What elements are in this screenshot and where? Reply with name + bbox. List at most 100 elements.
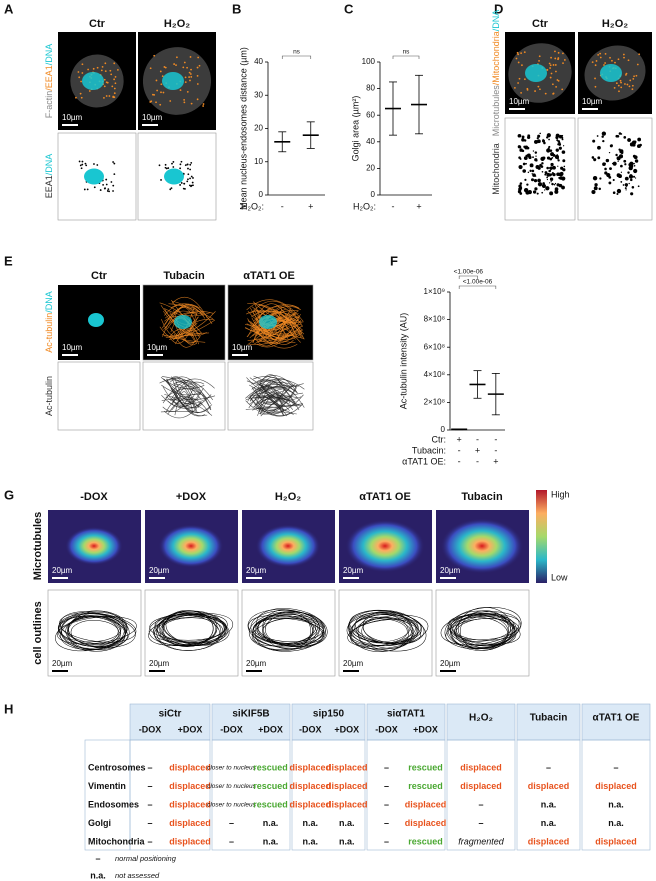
dot bbox=[594, 64, 597, 67]
significance-bracket bbox=[458, 275, 478, 279]
dot bbox=[179, 163, 182, 166]
dot bbox=[103, 85, 106, 88]
dot bbox=[180, 160, 183, 163]
mito bbox=[558, 176, 561, 179]
dot bbox=[155, 79, 158, 82]
fiber bbox=[252, 305, 300, 343]
fiber bbox=[168, 303, 214, 320]
dot bbox=[631, 88, 634, 91]
mito bbox=[531, 178, 534, 182]
row-label: Golgi bbox=[88, 818, 111, 828]
table-cell: closer to nucleus bbox=[207, 783, 257, 790]
dot bbox=[150, 100, 153, 103]
row-label-part: Ac-tubulin bbox=[44, 376, 54, 416]
dot bbox=[156, 89, 159, 92]
dot bbox=[188, 71, 191, 74]
cell-outline bbox=[352, 614, 411, 643]
row-label: Mitochondria bbox=[491, 143, 501, 195]
dot bbox=[164, 163, 167, 166]
dot bbox=[153, 93, 156, 96]
cell bbox=[584, 45, 646, 101]
row-label: Endosomes bbox=[88, 799, 139, 809]
mito bbox=[550, 181, 552, 183]
mito bbox=[522, 162, 526, 166]
mito bbox=[550, 173, 553, 176]
dot bbox=[107, 188, 110, 191]
row-label-part: F-actin bbox=[44, 91, 54, 119]
dot bbox=[190, 161, 193, 164]
cell-outline bbox=[67, 610, 125, 650]
dot bbox=[160, 83, 163, 86]
legend-symbol: – bbox=[95, 853, 100, 863]
mito bbox=[592, 175, 598, 181]
fiber bbox=[255, 308, 283, 342]
table-cell: displaced bbox=[169, 781, 211, 791]
panel-letter: B bbox=[232, 1, 241, 16]
scale-label: 10µm bbox=[147, 343, 168, 352]
significance-bracket bbox=[281, 55, 312, 59]
table-cell: displaced bbox=[289, 781, 331, 791]
table-cell: – bbox=[478, 818, 483, 828]
cell-outline bbox=[257, 615, 313, 644]
mito bbox=[593, 158, 597, 162]
mito bbox=[544, 171, 548, 174]
sub-header: -DOX bbox=[299, 724, 322, 734]
fiber bbox=[164, 305, 213, 325]
nucleus bbox=[174, 315, 192, 329]
dot bbox=[111, 85, 114, 88]
cell-outline bbox=[152, 616, 226, 643]
dot bbox=[79, 164, 82, 167]
scale-label: 20µm bbox=[440, 659, 461, 668]
mito bbox=[633, 168, 638, 174]
dot bbox=[516, 51, 519, 54]
table-cell: displaced bbox=[405, 818, 447, 828]
dot bbox=[632, 77, 635, 80]
row-label-part: /DNA bbox=[44, 44, 54, 66]
dot bbox=[517, 53, 520, 56]
fiber bbox=[254, 323, 302, 345]
mito bbox=[633, 175, 636, 178]
fiber bbox=[245, 394, 299, 400]
dot bbox=[155, 101, 157, 104]
mito bbox=[627, 138, 631, 142]
dot bbox=[636, 63, 639, 66]
fiber bbox=[247, 394, 285, 416]
table-cell: n.a. bbox=[541, 818, 557, 828]
dot bbox=[604, 62, 607, 64]
mito bbox=[615, 134, 619, 138]
scale-label: 20µm bbox=[343, 566, 364, 575]
dot bbox=[518, 77, 521, 80]
dot bbox=[183, 182, 186, 185]
fiber bbox=[164, 308, 211, 317]
table-cell: displaced bbox=[289, 799, 331, 809]
dot bbox=[81, 72, 84, 74]
mito bbox=[598, 187, 602, 191]
dot bbox=[114, 82, 117, 85]
table-cell: rescued bbox=[408, 762, 443, 772]
cell-outline bbox=[248, 614, 324, 647]
colorbar bbox=[536, 490, 547, 583]
group-column bbox=[129, 739, 211, 851]
row-label: EEA1/DNA bbox=[44, 154, 54, 199]
dot bbox=[113, 87, 116, 90]
mito bbox=[561, 185, 565, 190]
dot bbox=[112, 161, 115, 163]
sub-header: -DOX bbox=[375, 724, 398, 734]
row-label: Centrosomes bbox=[88, 762, 146, 772]
nucleus bbox=[88, 313, 104, 327]
mito bbox=[562, 168, 566, 172]
fiber bbox=[175, 332, 210, 339]
mito bbox=[532, 150, 535, 152]
sub-header: +DOX bbox=[178, 724, 203, 734]
dot bbox=[617, 84, 620, 87]
dot bbox=[93, 186, 96, 189]
condition-sign: - bbox=[494, 445, 497, 455]
table-cell: closer to nucleus bbox=[207, 802, 257, 809]
mito bbox=[634, 159, 639, 163]
panel-letter: F bbox=[390, 253, 398, 268]
dot bbox=[149, 67, 152, 70]
dot bbox=[80, 96, 83, 99]
table-cell: n.a. bbox=[541, 799, 557, 809]
dot bbox=[620, 81, 622, 84]
mito bbox=[637, 185, 640, 188]
